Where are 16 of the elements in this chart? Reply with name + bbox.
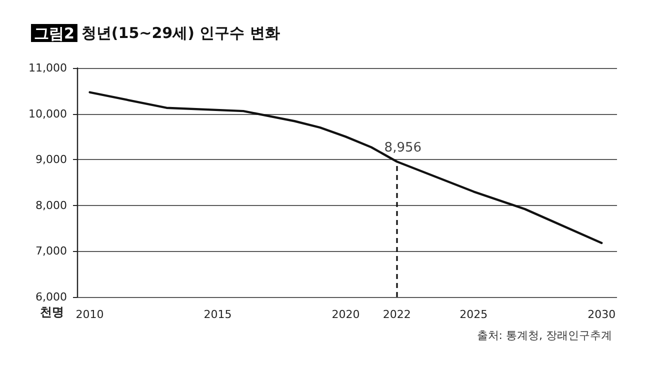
- x-tick-label: 2020: [332, 308, 360, 321]
- x-tick-label: 2030: [588, 308, 616, 321]
- x-tick-label: 2010: [76, 308, 104, 321]
- y-tick-label: 6,000: [36, 290, 67, 304]
- chart-title: 그림2 청년(15~29세) 인구수 변화: [34, 24, 280, 42]
- y-tick-label: 9,000: [36, 153, 67, 166]
- y-axis-title: 천명: [40, 305, 64, 319]
- x-tick-label: 2022: [382, 308, 411, 321]
- y-tick-label: 11,000: [28, 62, 67, 74]
- y-tick-label: 8,000: [36, 198, 67, 212]
- y-tick-label: 7,000: [36, 244, 67, 258]
- source-note: 출처: 통계청, 장래인구추계: [476, 329, 612, 342]
- annotation: 8,956: [384, 140, 422, 156]
- y-tick-label: 10,000: [28, 107, 67, 120]
- x-tick-label: 2025: [460, 308, 488, 321]
- x-tick-label: 2015: [204, 308, 232, 321]
